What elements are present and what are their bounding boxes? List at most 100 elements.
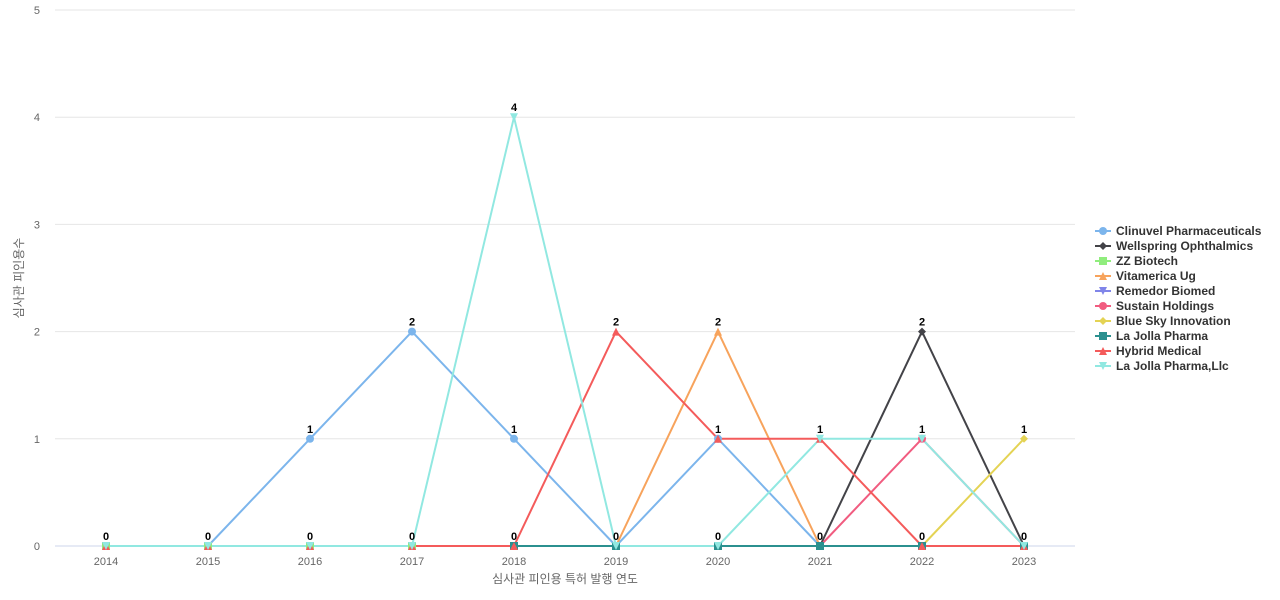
y-tick-label: 2 xyxy=(34,327,40,339)
data-point xyxy=(102,542,110,550)
legend-label: La Jolla Pharma xyxy=(1116,329,1208,343)
legend-label: Vitamerica Ug xyxy=(1116,269,1196,283)
data-label: 0 xyxy=(511,531,517,543)
x-tick-label: 2017 xyxy=(400,556,424,568)
y-axis-title: 심사관 피인용수 xyxy=(12,238,26,319)
x-tick-label: 2021 xyxy=(808,556,832,568)
data-label: 1 xyxy=(919,424,925,436)
legend-label: Hybrid Medical xyxy=(1116,344,1201,358)
data-point xyxy=(1020,434,1028,443)
legend-label: Remedor Biomed xyxy=(1116,284,1215,298)
legend-marker xyxy=(1099,317,1107,325)
x-tick-label: 2016 xyxy=(298,556,322,568)
x-axis-title: 심사관 피인용 특허 발행 연도 xyxy=(492,571,638,586)
legend-label: Wellspring Ophthalmics xyxy=(1116,239,1253,253)
y-tick-label: 3 xyxy=(34,219,40,231)
data-label: 2 xyxy=(715,317,721,329)
legend-marker xyxy=(1099,347,1107,355)
data-point xyxy=(816,434,824,443)
legend-item[interactable]: Vitamerica Ug xyxy=(1095,269,1196,283)
data-label: 0 xyxy=(1021,531,1027,543)
data-label: 1 xyxy=(715,424,721,436)
data-label: 0 xyxy=(817,531,823,543)
legend-item[interactable]: La Jolla Pharma,Llc xyxy=(1095,359,1229,373)
y-tick-label: 0 xyxy=(34,541,40,553)
data-label: 1 xyxy=(511,424,517,436)
data-point xyxy=(1020,542,1028,550)
legend-marker xyxy=(1099,242,1107,250)
legend-label: Blue Sky Innovation xyxy=(1116,314,1231,328)
x-tick-label: 2015 xyxy=(196,556,220,568)
y-tick-label: 5 xyxy=(34,5,40,17)
data-point xyxy=(714,542,722,550)
data-point xyxy=(204,542,212,550)
x-tick-label: 2014 xyxy=(94,556,118,568)
series-line-0 xyxy=(106,330,821,547)
legend-label: Sustain Holdings xyxy=(1116,299,1214,313)
data-label: 0 xyxy=(307,531,313,543)
legend-item[interactable]: Blue Sky Innovation xyxy=(1095,314,1231,328)
data-point xyxy=(612,542,620,550)
x-tick-label: 2019 xyxy=(604,556,628,568)
data-point xyxy=(918,327,926,336)
y-tick-label: 1 xyxy=(34,434,40,446)
data-label: 2 xyxy=(613,317,619,329)
legend-marker xyxy=(1099,332,1107,340)
legend-marker xyxy=(1099,257,1107,265)
data-point xyxy=(510,434,518,443)
legend-item[interactable]: ZZ Biotech xyxy=(1095,254,1178,268)
series-line-5 xyxy=(819,437,1025,547)
legend-marker xyxy=(1099,302,1107,310)
series-markers xyxy=(102,113,1028,550)
data-point xyxy=(612,327,620,336)
legend-label: Clinuvel Pharmaceuticals xyxy=(1116,224,1262,238)
x-tick-label: 2018 xyxy=(502,556,526,568)
data-point xyxy=(918,434,926,443)
y-tick-label: 4 xyxy=(34,112,40,124)
data-point xyxy=(714,434,722,443)
data-label: 2 xyxy=(409,317,415,329)
legend-item[interactable]: Remedor Biomed xyxy=(1095,284,1215,298)
gridlines xyxy=(55,9,1075,547)
legend-item[interactable]: Clinuvel Pharmaceuticals xyxy=(1095,224,1262,238)
legend-marker xyxy=(1099,272,1107,280)
data-label: 0 xyxy=(715,531,721,543)
series-line-9 xyxy=(106,116,1025,547)
data-point xyxy=(510,542,518,550)
data-labels: 0 0 1 0 2 0 4 1 0 2 0 2 1 0 1 0 2 1 0 1 0 xyxy=(103,102,1027,543)
data-point xyxy=(816,542,824,550)
data-point xyxy=(408,327,416,336)
data-label: 1 xyxy=(1021,424,1027,436)
x-tick-label: 2022 xyxy=(910,556,934,568)
legend-marker xyxy=(1099,287,1107,295)
legend-item[interactable]: Wellspring Ophthalmics xyxy=(1095,239,1253,253)
legend-item[interactable]: Sustain Holdings xyxy=(1095,299,1214,313)
legend-label: ZZ Biotech xyxy=(1116,254,1178,268)
legend-marker xyxy=(1099,362,1107,370)
data-point xyxy=(918,542,926,550)
data-point xyxy=(306,434,314,443)
legend-label: La Jolla Pharma,Llc xyxy=(1116,359,1229,373)
data-point xyxy=(408,542,416,550)
data-label: 0 xyxy=(919,531,925,543)
x-tick-label: 2020 xyxy=(706,556,730,568)
legend-item[interactable]: Hybrid Medical xyxy=(1095,344,1201,358)
data-point xyxy=(714,327,722,336)
data-label: 0 xyxy=(205,531,211,543)
data-label: 0 xyxy=(103,531,109,543)
data-label: 0 xyxy=(409,531,415,543)
data-label: 2 xyxy=(919,317,925,329)
legend-marker xyxy=(1099,227,1107,235)
data-label: 1 xyxy=(307,424,313,436)
data-label: 1 xyxy=(817,424,823,436)
x-tick-label: 2023 xyxy=(1012,556,1036,568)
data-point xyxy=(306,542,314,550)
data-label: 0 xyxy=(613,531,619,543)
data-label: 4 xyxy=(511,102,518,114)
y-axis-ticks: 0 1 2 3 4 5 xyxy=(34,5,40,553)
legend-item[interactable]: La Jolla Pharma xyxy=(1095,329,1208,343)
data-point xyxy=(510,113,518,122)
x-axis-ticks: 2014 2015 2016 2017 2018 2019 2020 2021 2022 2023 xyxy=(94,556,1036,568)
